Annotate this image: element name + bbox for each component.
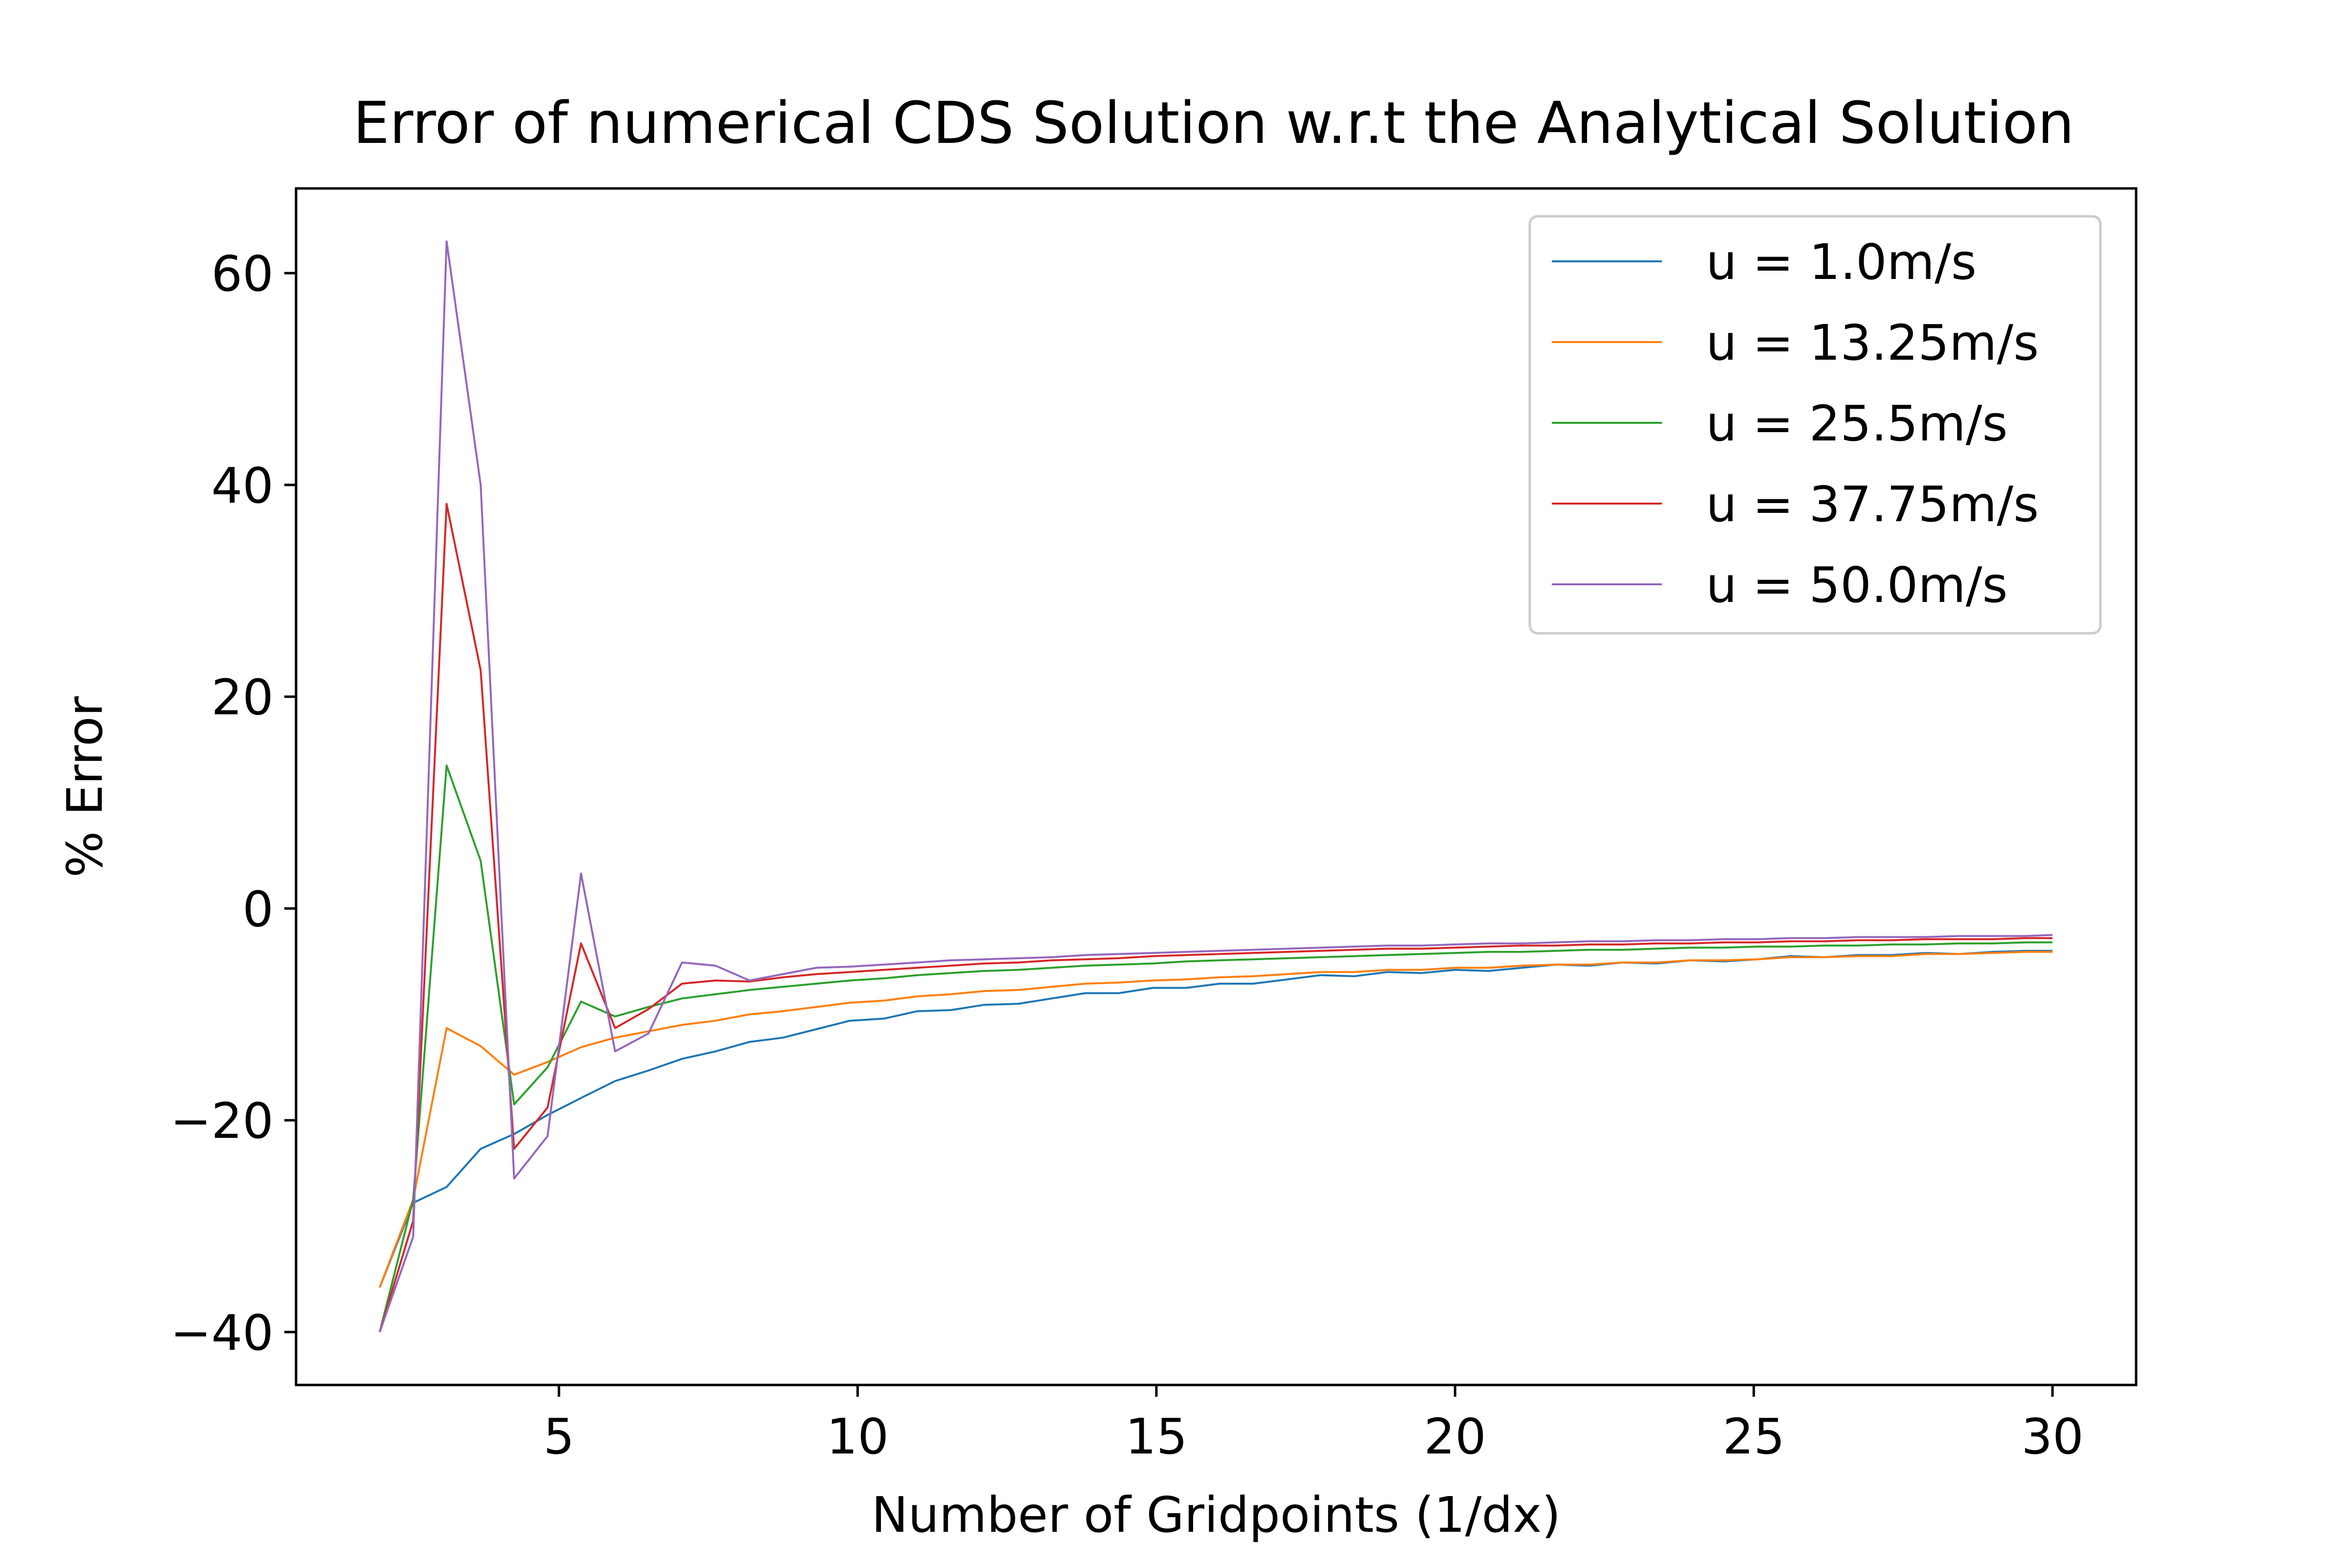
series-line-1	[379, 951, 2053, 1288]
plot-frame	[295, 187, 2138, 1386]
series-line-4	[379, 240, 2053, 1333]
chart-title: Error of numerical CDS Solution w.r.t th…	[353, 89, 2074, 157]
y-tick-label-5: 60	[211, 245, 274, 302]
y-axis: −40 −20 0 20 40 60	[170, 245, 296, 1361]
y-tick-label-4: 40	[211, 457, 274, 514]
series-line-2	[378, 764, 2053, 1333]
x-tick-label-3: 20	[1424, 1408, 1486, 1465]
y-tick-label-2: 0	[242, 880, 274, 938]
legend-box	[1528, 215, 2102, 635]
x-tick-label-0: 5	[543, 1408, 575, 1465]
x-tick-label-2: 15	[1125, 1408, 1187, 1465]
legend-label-3: u = 37.75m/s	[1706, 476, 2039, 533]
y-tick-label-3: 20	[211, 669, 274, 726]
legend-label-0: u = 1.0m/s	[1706, 233, 1977, 291]
y-tick-label-1: −20	[170, 1092, 274, 1150]
legend: u = 1.0m/s u = 13.25m/s u = 25.5m/s u = 37.…	[1528, 215, 2102, 635]
x-tick-label-1: 10	[827, 1408, 889, 1465]
x-tick-label-5: 30	[2021, 1408, 2083, 1465]
x-axis: 5 10 15 20 25 30	[543, 1385, 2084, 1465]
x-axis-label: Number of Gridpoints (1/dx)	[872, 1486, 1561, 1544]
legend-label-4: u = 50.0m/s	[1706, 556, 2008, 614]
legend-label-2: u = 25.5m/s	[1706, 395, 2008, 452]
series-line-3	[378, 503, 2053, 1333]
x-tick-label-4: 25	[1723, 1408, 1785, 1465]
series-lines	[378, 240, 2053, 1333]
y-axis-label: % Error	[56, 696, 114, 877]
y-tick-label-0: −40	[170, 1304, 274, 1361]
legend-label-1: u = 13.25m/s	[1706, 314, 2039, 371]
